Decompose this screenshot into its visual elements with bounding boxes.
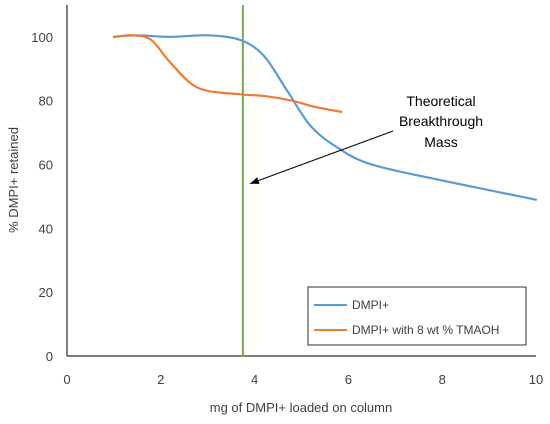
legend-label-dmpi: DMPI+	[352, 298, 389, 312]
y-axis: 0 20 40 60 80 100 % DMPI+ retained	[6, 5, 68, 364]
y-tick-label: 60	[39, 158, 53, 173]
x-axis-title: mg of DMPI+ loaded on column	[210, 400, 392, 415]
y-axis-title: % DMPI+ retained	[6, 127, 21, 233]
legend: DMPI+ DMPI+ with 8 wt % TMAOH	[307, 286, 527, 346]
x-axis: 0 2 4 6 8 10 mg of DMPI+ loaded on column	[63, 355, 543, 415]
x-tick-label: 6	[345, 372, 352, 387]
series-line-dmpi-tmaoh	[112, 34, 343, 113]
annotation-arrow	[249, 130, 394, 185]
x-tick-label: 10	[529, 372, 543, 387]
x-tick-label: 4	[251, 372, 258, 387]
y-tick-label: 40	[39, 221, 53, 236]
annotation-line-3: Mass	[424, 134, 457, 150]
annotation: Theoretical Breakthrough Mass	[249, 93, 483, 185]
x-tick-label: 8	[439, 372, 446, 387]
annotation-line-2: Breakthrough	[399, 113, 483, 129]
series-line-dmpi	[112, 34, 538, 201]
x-tick-label: 2	[157, 372, 164, 387]
y-tick-label: 80	[39, 94, 53, 109]
annotation-line-1: Theoretical	[406, 93, 475, 109]
x-tick-label: 0	[63, 372, 70, 387]
y-tick-label: 0	[46, 349, 53, 364]
series-layer	[112, 34, 538, 201]
legend-box	[307, 286, 527, 346]
legend-label-dmpi-tmaoh: DMPI+ with 8 wt % TMAOH	[352, 323, 499, 337]
annotation-arrowhead	[249, 177, 260, 184]
y-tick-label: 20	[39, 285, 53, 300]
y-tick-label: 100	[31, 30, 53, 45]
